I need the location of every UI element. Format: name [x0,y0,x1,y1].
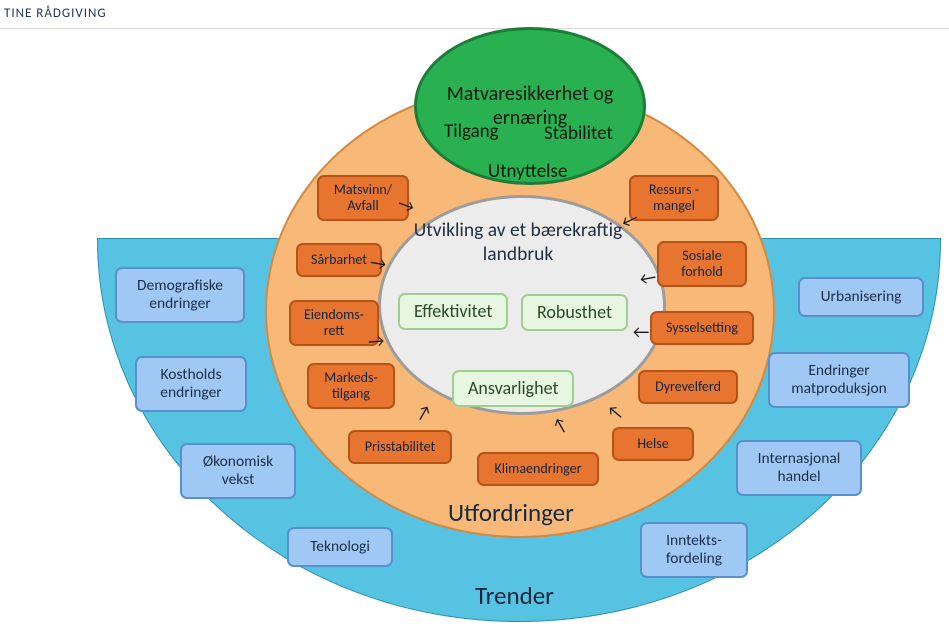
tag-ansvarlighet: Ansvarlighet [452,370,574,407]
label-trender: Trender [475,580,554,611]
tag-okonomisk: Økonomisk vekst [180,443,296,499]
tag-kostholds: Kostholds endringer [135,356,247,412]
label-utfordringer: Utfordringer [448,497,574,528]
tag-eiendomsrett: Eiendoms- rett [289,300,379,346]
tag-teknologi: Teknologi [287,527,393,567]
green-sub3: Utnyttelse [488,160,567,183]
tag-internasjonal: Internasjonal handel [736,440,862,496]
inner-title: Utvikling av et bærekraftig landbruk [403,218,633,266]
tag-prisstabilitet: Prisstabilitet [348,430,452,464]
tag-endringer-mat: Endringer matproduksjon [768,352,910,408]
green-sub1: Tilgang [444,120,499,143]
tag-urbanisering: Urbanisering [798,277,924,317]
tag-klimaendringer: Klimaendringer [477,452,599,486]
tag-dyrevelferd: Dyrevelferd [638,370,738,404]
tag-ressursmangel: Ressurs - mangel [629,175,719,221]
tag-sysselsetting: Sysselsetting [650,311,754,345]
tag-helse: Helse [612,427,694,461]
tag-effektivitet: Effektivitet [398,293,508,330]
tag-markedstilgang: Markeds- tilgang [307,363,395,409]
tag-sosiale: Sosiale forhold [657,241,747,287]
green-sub2: Stabilitet [544,122,613,145]
tag-demografiske: Demografiske endringer [115,267,245,323]
tag-robusthet: Robusthet [521,294,628,331]
tag-inntekts: Inntekts- fordeling [640,522,748,578]
tag-matsvinn: Matsvinn/ Avfall [317,175,409,221]
diagram-canvas: Matvaresikkerhet og ernæring Tilgang Sta… [0,0,949,627]
arrow-icon: → [367,329,385,352]
arrow-icon: → [633,322,649,344]
